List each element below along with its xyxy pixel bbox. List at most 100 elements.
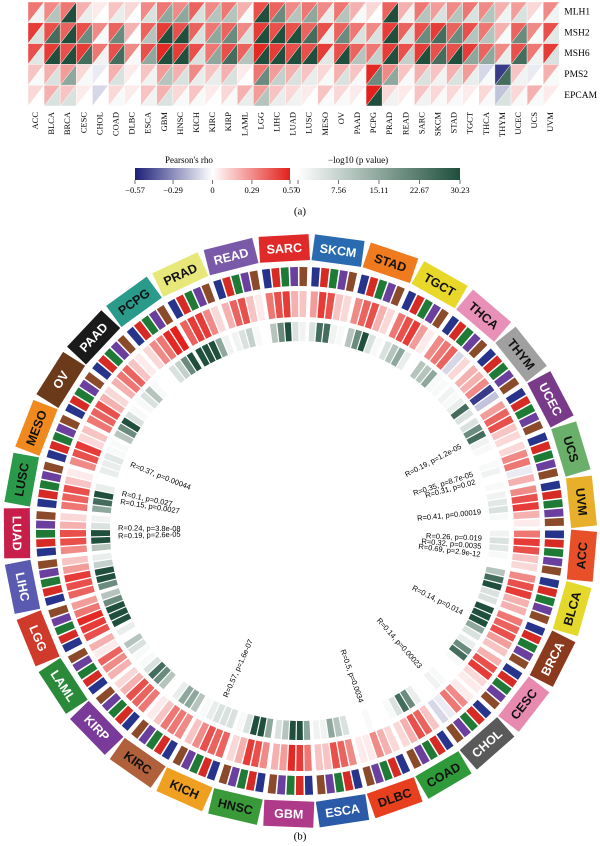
rho-block [369, 731, 385, 759]
rho-block [445, 683, 469, 708]
p-block [456, 633, 477, 649]
gene-block [345, 271, 358, 292]
sector-box [208, 788, 263, 825]
gene-block [488, 362, 509, 381]
gene-block [54, 621, 75, 636]
rho-block [324, 292, 336, 320]
color-bar [298, 168, 460, 180]
gene-block [79, 379, 100, 397]
gene-block [38, 567, 59, 579]
gene-block [67, 647, 89, 664]
column-label: THYM [497, 112, 507, 137]
rho-block [337, 740, 349, 768]
gene-block [455, 327, 474, 347]
rho-block [508, 571, 536, 583]
gene-block [424, 303, 441, 324]
gene-block [117, 334, 136, 355]
gene-block [459, 711, 478, 732]
rho-block [265, 292, 276, 320]
p-block [441, 391, 461, 409]
gene-block [286, 775, 295, 795]
rho-block [116, 370, 141, 394]
rho-block [505, 585, 532, 600]
rho-block [513, 538, 540, 547]
rho-block [513, 510, 540, 520]
p-block [489, 513, 509, 521]
gene-block [267, 774, 278, 794]
gene-block [37, 559, 58, 570]
legend-tick-label: 0 [296, 185, 300, 195]
sector-box [156, 767, 213, 812]
rho-block [102, 652, 128, 673]
p-block [174, 360, 191, 380]
sector-box [551, 421, 591, 477]
rho-block [65, 578, 93, 591]
p-block [104, 452, 124, 465]
gene-block [522, 420, 544, 436]
gene-block [88, 677, 108, 695]
sector-box [203, 237, 259, 276]
gene-block [46, 449, 67, 463]
rho-block [60, 545, 88, 555]
gene-block [532, 602, 553, 616]
p-block [415, 364, 432, 384]
p-block [219, 706, 232, 727]
gene-block [406, 748, 422, 769]
p-block [284, 322, 292, 342]
rho-block [104, 386, 130, 408]
p-block [489, 544, 509, 552]
rho-block [507, 473, 535, 487]
gene-block [480, 691, 500, 710]
column-label: UVM [545, 112, 555, 132]
rho-block [202, 308, 219, 336]
gene-block [213, 279, 227, 300]
gene-block [222, 276, 235, 297]
sector-label: SKCM [319, 241, 357, 260]
p-block [117, 423, 137, 439]
gene-block [529, 610, 550, 625]
sector-label: ESCA [324, 802, 360, 821]
rho-block [459, 371, 484, 394]
rho-block [329, 741, 341, 769]
gene-block [36, 538, 56, 548]
p-block [487, 557, 507, 567]
gene-block [510, 395, 531, 412]
gene-block [539, 576, 560, 589]
gene-block [65, 403, 86, 420]
gene-block [524, 621, 546, 636]
gene-block [382, 282, 397, 303]
legend-tick-label: 0.57 [283, 185, 298, 195]
p-block [114, 430, 134, 445]
rho-block [433, 694, 456, 719]
legend-tick-label: 0 [210, 185, 214, 195]
rho-block [226, 734, 241, 762]
column-label: THCA [481, 111, 491, 135]
gene-block [374, 279, 388, 300]
sector-box [566, 529, 598, 582]
rho-block [511, 493, 539, 504]
correlation-label: R=0.26, p=0.019 [426, 531, 482, 542]
rho-block [74, 440, 102, 457]
sector-box [152, 252, 209, 297]
rho-block [376, 728, 393, 756]
p-block [221, 334, 235, 355]
gene-block [414, 744, 430, 765]
correlation-label: R=0.19, p=1.2e-05 [403, 442, 463, 479]
p-block [489, 537, 509, 545]
gene-block [101, 692, 122, 712]
p-block [405, 685, 422, 705]
sector-box [38, 657, 88, 714]
sector-box [315, 794, 370, 828]
column-label: SKCM [433, 112, 443, 137]
gene-block [108, 699, 128, 719]
sector-box [16, 610, 60, 667]
gene-block [156, 305, 174, 326]
gene-block [540, 480, 561, 492]
column-label: DLBC [127, 112, 137, 135]
gene-block [432, 308, 449, 329]
rho-block [184, 718, 203, 745]
p-block [96, 476, 117, 487]
rho-block [467, 658, 493, 681]
rho-block [169, 325, 190, 352]
